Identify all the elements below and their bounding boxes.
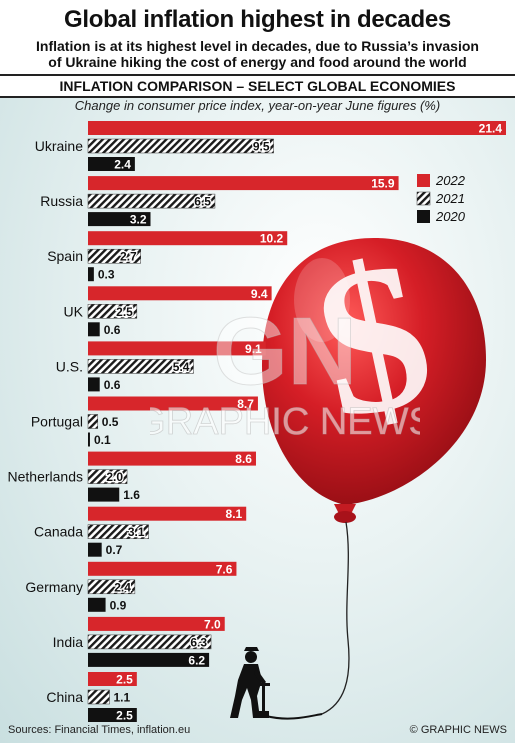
bar-netherlands-2021: [87, 469, 128, 484]
category-label-netherlands: Netherlands: [8, 469, 84, 485]
subtitle-line-2: of Ukraine hiking the cost of energy and…: [48, 54, 467, 70]
legend-swatch-2021: [416, 191, 431, 206]
value-label-u-s-2020: 0.6: [104, 378, 121, 392]
value-label-canada-2021: 3.1: [128, 525, 145, 539]
category-label-portugal: Portugal: [31, 414, 83, 430]
value-label-portugal-2022: 8.7: [237, 397, 254, 411]
value-label-india-2020: 6.2: [188, 653, 205, 667]
category-label-ukraine: Ukraine: [35, 138, 83, 154]
value-label-netherlands-2021: 2.0: [106, 470, 123, 484]
value-label-spain-2022: 10.2: [260, 232, 284, 246]
bar-portugal-2022: [88, 396, 258, 411]
subtitle-line-1: Inflation is at its highest level in dec…: [36, 38, 479, 54]
value-label-netherlands-2022: 8.6: [235, 452, 252, 466]
category-label-germany: Germany: [25, 579, 83, 595]
value-label-u-s-2021: 5.4: [173, 360, 190, 374]
bar-germany-2021: [87, 579, 136, 595]
category-label-china: China: [46, 689, 83, 705]
bar-ukraine-2022: [88, 121, 506, 135]
bar-uk-2021: [87, 304, 138, 319]
value-label-russia-2020: 3.2: [130, 213, 147, 227]
value-label-canada-2022: 8.1: [226, 507, 243, 521]
value-label-china-2020: 2.5: [116, 709, 133, 723]
category-label-spain: Spain: [47, 248, 83, 264]
bar-portugal-2020: [88, 432, 90, 447]
value-label-china-2021: 1.1: [113, 691, 130, 705]
bar-canada-2022: [88, 506, 247, 521]
subtitle: Inflation is at its highest level in dec…: [0, 38, 515, 70]
value-label-spain-2020: 0.3: [98, 268, 115, 282]
unit-note: Change in consumer price index, year-on-…: [74, 98, 441, 113]
bar-spain-2021: [87, 248, 141, 264]
value-label-china-2022: 2.5: [116, 673, 133, 687]
legend: 2022 2021 2020: [416, 173, 466, 224]
value-label-u-s-2022: 9.1: [245, 342, 262, 356]
bar-india-2020: [88, 652, 210, 667]
copyright-credit: © GRAPHIC NEWS: [409, 724, 507, 736]
value-label-germany-2020: 0.9: [110, 598, 127, 612]
legend-label-2021: 2021: [435, 191, 465, 206]
bar-spain-2022: [88, 231, 288, 246]
category-label-russia: Russia: [40, 193, 83, 209]
section-heading: INFLATION COMPARISON – SELECT GLOBAL ECO…: [0, 74, 515, 98]
value-label-india-2022: 7.0: [204, 617, 221, 631]
legend-swatch-2020: [417, 210, 430, 223]
bar-russia-2020: [88, 212, 151, 227]
value-label-uk-2022: 9.4: [251, 287, 268, 301]
category-label-india: India: [53, 634, 84, 650]
bar-russia-2022: [88, 176, 399, 191]
bar-ukraine-2020: [88, 157, 135, 171]
value-label-germany-2021: 2.4: [114, 580, 131, 594]
category-label-uk: UK: [64, 303, 84, 319]
bar-china-2022: [88, 672, 137, 686]
value-label-portugal-2020: 0.1: [94, 433, 111, 447]
bar-uk-2022: [88, 286, 272, 301]
value-label-canada-2020: 0.7: [106, 543, 123, 557]
bar-india-2022: [88, 616, 225, 631]
man-with-pump-icon: [230, 647, 323, 720]
bar-russia-2021: [87, 193, 216, 209]
bar-ukraine-2021: [87, 138, 274, 154]
bar-germany-2022: [88, 561, 237, 576]
value-label-russia-2021: 6.5: [194, 195, 211, 209]
bar-canada-2020: [88, 542, 102, 557]
legend-label-2022: 2022: [435, 173, 466, 188]
value-label-ukraine-2022: 21.4: [479, 122, 503, 136]
category-label-canada: Canada: [34, 524, 83, 540]
category-label-u-s: U.S.: [56, 358, 83, 374]
source-note: Sources: Financial Times, inflation.eu: [8, 724, 191, 736]
bar-u-s-2021: [87, 359, 194, 374]
bar-india-2021: [87, 634, 212, 650]
bar-portugal-2021: [87, 414, 99, 429]
bar-uk-2020: [88, 322, 100, 337]
bar-china-2020: [88, 708, 137, 722]
header: Global inflation highest in decades Infl…: [0, 0, 515, 98]
value-label-spain-2021: 2.7: [120, 250, 137, 264]
bar-china-2021: [87, 689, 110, 705]
bar-netherlands-2020: [88, 487, 120, 502]
bar-u-s-2020: [88, 377, 100, 392]
value-label-portugal-2021: 0.5: [102, 415, 119, 429]
value-label-uk-2020: 0.6: [104, 323, 121, 337]
value-label-ukraine-2020: 2.4: [114, 158, 131, 172]
dollar-balloon-icon: $: [262, 215, 486, 715]
value-label-germany-2022: 7.6: [216, 562, 233, 576]
bar-germany-2020: [88, 597, 106, 612]
bar-netherlands-2022: [88, 451, 256, 466]
page-title: Global inflation highest in decades: [64, 6, 451, 33]
bar-u-s-2022: [88, 341, 266, 356]
value-label-netherlands-2020: 1.6: [123, 488, 140, 502]
bars-layer: Ukraine 21.4 9.5 2.4 Russia 15.9 6.5 3.2 Spain 10…: [8, 121, 506, 723]
legend-swatch-2022: [417, 174, 430, 187]
value-label-ukraine-2021: 9.5: [253, 140, 270, 154]
value-label-uk-2021: 2.5: [116, 305, 133, 319]
value-label-india-2021: 6.3: [190, 635, 207, 649]
bar-spain-2020: [88, 267, 94, 282]
value-label-russia-2022: 15.9: [371, 177, 395, 191]
legend-label-2020: 2020: [435, 209, 466, 224]
bar-canada-2021: [87, 524, 149, 539]
